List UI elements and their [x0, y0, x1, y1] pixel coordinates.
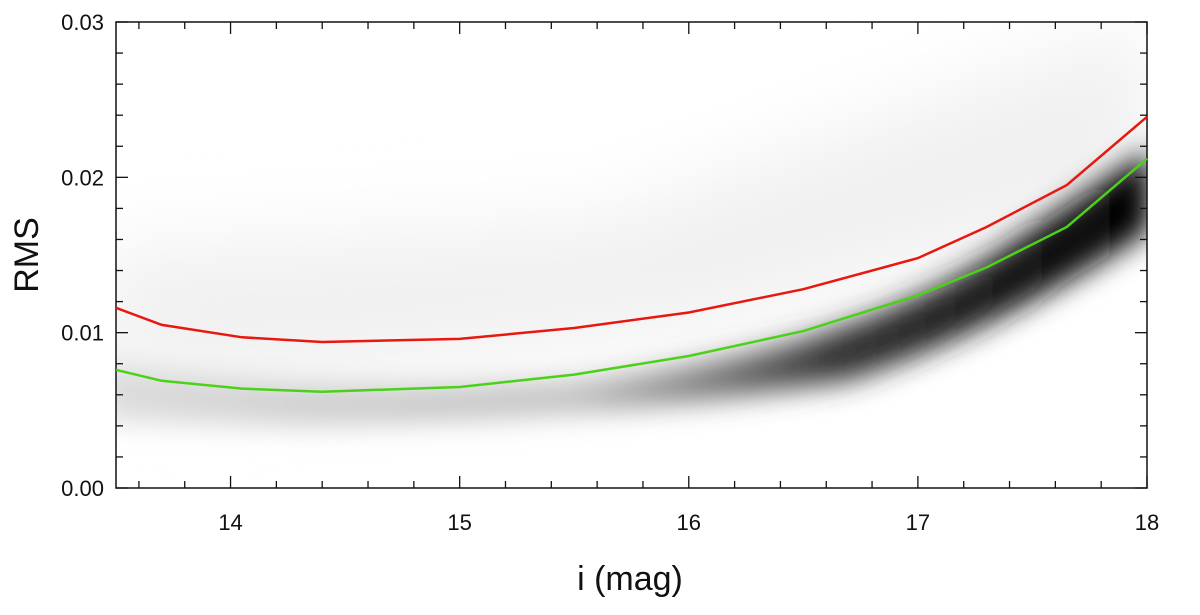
x-tick-label: 15 — [447, 510, 471, 535]
series-line — [115, 157, 1148, 393]
density-cloud — [116, 22, 1147, 425]
x-tick-label: 16 — [677, 510, 701, 535]
y-tick-label: 0.01 — [61, 321, 104, 346]
y-axis-label: RMS — [8, 217, 46, 293]
y-tick-label: 0.03 — [61, 10, 104, 35]
y-tick-label: 0.02 — [61, 165, 104, 190]
x-tick-label: 18 — [1135, 510, 1159, 535]
x-tick-label: 17 — [906, 510, 930, 535]
y-tick-label: 0.00 — [61, 476, 104, 501]
plot-frame — [115, 21, 1148, 489]
x-axis-label: i (mag) — [577, 560, 683, 598]
x-tick-label: 14 — [218, 510, 242, 535]
series-line — [115, 115, 1148, 344]
